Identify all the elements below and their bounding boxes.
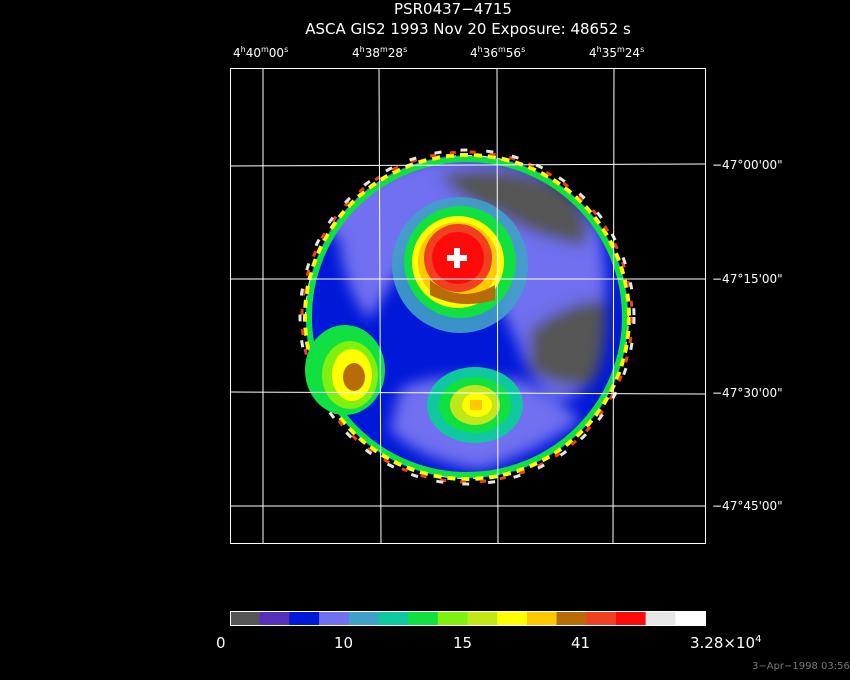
colorbar-frame: [230, 611, 706, 626]
colorbar-swatch: [408, 611, 439, 625]
dec-tick-label: −47°15'00": [712, 272, 783, 286]
colorbar-swatch: [497, 611, 528, 625]
colorbar-label: 10: [334, 634, 354, 652]
colorbar-swatch: [437, 611, 468, 625]
colorbar-label: 15: [453, 634, 473, 652]
ra-tick-label: 4h36m56s: [470, 45, 526, 60]
colorbar-swatch: [259, 611, 290, 625]
source-pulsar: [392, 197, 528, 333]
ra-tick-label: 4h40m00s: [233, 45, 289, 60]
plot-title: PSR0437−4715: [394, 0, 512, 18]
colorbar: [230, 611, 706, 625]
colorbar-swatch: [230, 611, 261, 625]
dec-tick-label: −47°45'00": [712, 499, 783, 513]
colorbar-swatch: [556, 611, 587, 625]
ra-tick-label: 4h35m24s: [589, 45, 645, 60]
ra-tick-label: 4h38m28s: [352, 45, 408, 60]
colorbar-swatch: [348, 611, 379, 625]
colorbar-swatch: [645, 611, 676, 625]
colorbar-swatch: [467, 611, 498, 625]
colorbar-label-max: 3.28×104: [690, 634, 762, 652]
dec-tick-label: −47°00'00": [712, 158, 783, 172]
colorbar-swatch: [526, 611, 558, 625]
dec-tick-label: −47°30'00": [712, 386, 783, 400]
timestamp: 3−Apr−1998 03:56: [752, 661, 850, 672]
source-west: [305, 325, 385, 415]
colorbar-swatch: [289, 611, 320, 625]
colorbar-swatch: [319, 611, 350, 625]
coordinate-grid: [229, 67, 706, 544]
colorbar-swatch: [586, 611, 617, 625]
colorbar-label: 0: [216, 634, 226, 652]
limb-ring: [298, 148, 636, 486]
source-south: [427, 367, 523, 443]
colorbar-swatch: [615, 611, 647, 625]
plot-subtitle: ASCA GIS2 1993 Nov 20 Exposure: 48652 s: [305, 20, 631, 38]
colorbar-swatch: [378, 611, 409, 625]
colorbar-label: 41: [571, 634, 591, 652]
colorbar-swatch: [675, 611, 706, 625]
